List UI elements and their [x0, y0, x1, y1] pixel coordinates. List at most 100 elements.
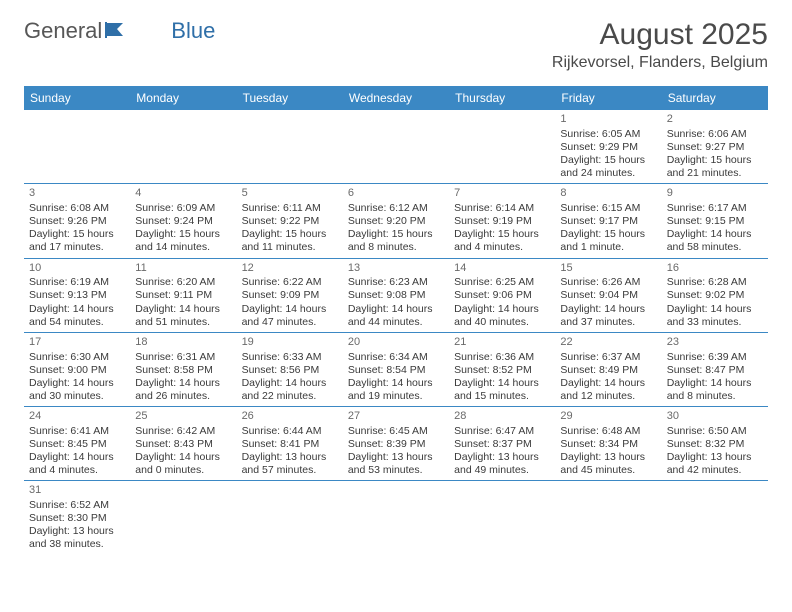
- day-info-line: and 51 minutes.: [135, 316, 231, 329]
- day-number: 30: [667, 410, 763, 424]
- day-cell: 31Sunrise: 6:52 AMSunset: 8:30 PMDayligh…: [24, 481, 130, 554]
- day-cell: [237, 110, 343, 183]
- day-cell: [449, 110, 555, 183]
- weekday-header: Tuesday: [237, 86, 343, 110]
- day-number: 13: [348, 262, 444, 276]
- day-info-line: Sunrise: 6:17 AM: [667, 202, 763, 215]
- day-cell: 27Sunrise: 6:45 AMSunset: 8:39 PMDayligh…: [343, 407, 449, 480]
- day-info-line: Sunrise: 6:30 AM: [29, 351, 125, 364]
- day-info-line: Sunrise: 6:47 AM: [454, 425, 550, 438]
- day-info-line: Sunrise: 6:08 AM: [29, 202, 125, 215]
- day-info-line: Sunset: 9:09 PM: [242, 289, 338, 302]
- logo: General Blue: [24, 18, 215, 44]
- day-cell: 2Sunrise: 6:06 AMSunset: 9:27 PMDaylight…: [662, 110, 768, 183]
- weekday-header: Saturday: [662, 86, 768, 110]
- day-cell: 1Sunrise: 6:05 AMSunset: 9:29 PMDaylight…: [555, 110, 661, 183]
- day-info-line: Daylight: 14 hours: [560, 377, 656, 390]
- day-info-line: and 14 minutes.: [135, 241, 231, 254]
- day-number: 11: [135, 262, 231, 276]
- day-info-line: Sunrise: 6:36 AM: [454, 351, 550, 364]
- day-info-line: Sunrise: 6:45 AM: [348, 425, 444, 438]
- day-number: 23: [667, 336, 763, 350]
- day-cell: 3Sunrise: 6:08 AMSunset: 9:26 PMDaylight…: [24, 184, 130, 257]
- day-info-line: Sunrise: 6:23 AM: [348, 276, 444, 289]
- day-info-line: Sunset: 9:17 PM: [560, 215, 656, 228]
- day-info-line: Sunset: 9:27 PM: [667, 141, 763, 154]
- day-info-line: Daylight: 14 hours: [29, 377, 125, 390]
- day-info-line: and 24 minutes.: [560, 167, 656, 180]
- day-cell: 30Sunrise: 6:50 AMSunset: 8:32 PMDayligh…: [662, 407, 768, 480]
- day-cell: 4Sunrise: 6:09 AMSunset: 9:24 PMDaylight…: [130, 184, 236, 257]
- day-cell: [449, 481, 555, 554]
- day-cell: [555, 481, 661, 554]
- day-info-line: Daylight: 15 hours: [348, 228, 444, 241]
- day-cell: 13Sunrise: 6:23 AMSunset: 9:08 PMDayligh…: [343, 259, 449, 332]
- day-cell: 24Sunrise: 6:41 AMSunset: 8:45 PMDayligh…: [24, 407, 130, 480]
- day-cell: 9Sunrise: 6:17 AMSunset: 9:15 PMDaylight…: [662, 184, 768, 257]
- day-number: 17: [29, 336, 125, 350]
- day-cell: 29Sunrise: 6:48 AMSunset: 8:34 PMDayligh…: [555, 407, 661, 480]
- day-info-line: Sunset: 9:29 PM: [560, 141, 656, 154]
- day-cell: 7Sunrise: 6:14 AMSunset: 9:19 PMDaylight…: [449, 184, 555, 257]
- day-info-line: Daylight: 13 hours: [242, 451, 338, 464]
- day-info-line: and 30 minutes.: [29, 390, 125, 403]
- day-cell: 18Sunrise: 6:31 AMSunset: 8:58 PMDayligh…: [130, 333, 236, 406]
- day-info-line: Sunset: 8:47 PM: [667, 364, 763, 377]
- day-info-line: and 8 minutes.: [348, 241, 444, 254]
- day-number: 16: [667, 262, 763, 276]
- day-number: 26: [242, 410, 338, 424]
- day-info-line: Daylight: 15 hours: [667, 154, 763, 167]
- day-info-line: Sunrise: 6:20 AM: [135, 276, 231, 289]
- day-info-line: and 19 minutes.: [348, 390, 444, 403]
- day-info-line: Daylight: 15 hours: [135, 228, 231, 241]
- day-cell: [343, 481, 449, 554]
- day-cell: 14Sunrise: 6:25 AMSunset: 9:06 PMDayligh…: [449, 259, 555, 332]
- day-info-line: and 58 minutes.: [667, 241, 763, 254]
- day-info-line: and 17 minutes.: [29, 241, 125, 254]
- day-cell: 12Sunrise: 6:22 AMSunset: 9:09 PMDayligh…: [237, 259, 343, 332]
- day-info-line: and 38 minutes.: [29, 538, 125, 551]
- day-number: 1: [560, 113, 656, 127]
- day-number: 18: [135, 336, 231, 350]
- calendar: SundayMondayTuesdayWednesdayThursdayFrid…: [24, 86, 768, 555]
- day-info-line: Sunset: 8:54 PM: [348, 364, 444, 377]
- day-number: 4: [135, 187, 231, 201]
- day-info-line: Sunrise: 6:05 AM: [560, 128, 656, 141]
- logo-text-1: General: [24, 18, 102, 44]
- day-info-line: and 8 minutes.: [667, 390, 763, 403]
- day-info-line: and 33 minutes.: [667, 316, 763, 329]
- day-info-line: Daylight: 14 hours: [667, 377, 763, 390]
- day-info-line: Sunrise: 6:09 AM: [135, 202, 231, 215]
- day-info-line: Sunrise: 6:19 AM: [29, 276, 125, 289]
- day-info-line: and 11 minutes.: [242, 241, 338, 254]
- day-cell: 28Sunrise: 6:47 AMSunset: 8:37 PMDayligh…: [449, 407, 555, 480]
- day-info-line: Sunset: 9:19 PM: [454, 215, 550, 228]
- day-number: 6: [348, 187, 444, 201]
- weekday-header: Wednesday: [343, 86, 449, 110]
- day-number: 21: [454, 336, 550, 350]
- day-info-line: Daylight: 14 hours: [454, 377, 550, 390]
- day-cell: 8Sunrise: 6:15 AMSunset: 9:17 PMDaylight…: [555, 184, 661, 257]
- day-info-line: Daylight: 13 hours: [29, 525, 125, 538]
- day-info-line: Sunset: 8:32 PM: [667, 438, 763, 451]
- day-number: 12: [242, 262, 338, 276]
- day-info-line: and 44 minutes.: [348, 316, 444, 329]
- day-number: 3: [29, 187, 125, 201]
- day-cell: 22Sunrise: 6:37 AMSunset: 8:49 PMDayligh…: [555, 333, 661, 406]
- day-info-line: Sunset: 9:02 PM: [667, 289, 763, 302]
- day-info-line: Sunrise: 6:11 AM: [242, 202, 338, 215]
- day-info-line: Sunrise: 6:48 AM: [560, 425, 656, 438]
- day-info-line: Sunset: 9:13 PM: [29, 289, 125, 302]
- day-number: 8: [560, 187, 656, 201]
- day-info-line: Sunrise: 6:14 AM: [454, 202, 550, 215]
- day-info-line: Sunset: 9:24 PM: [135, 215, 231, 228]
- day-cell: [343, 110, 449, 183]
- day-cell: 19Sunrise: 6:33 AMSunset: 8:56 PMDayligh…: [237, 333, 343, 406]
- day-cell: 26Sunrise: 6:44 AMSunset: 8:41 PMDayligh…: [237, 407, 343, 480]
- day-cell: [130, 110, 236, 183]
- day-number: 27: [348, 410, 444, 424]
- day-info-line: Daylight: 13 hours: [667, 451, 763, 464]
- day-number: 7: [454, 187, 550, 201]
- day-info-line: and 57 minutes.: [242, 464, 338, 477]
- day-cell: 11Sunrise: 6:20 AMSunset: 9:11 PMDayligh…: [130, 259, 236, 332]
